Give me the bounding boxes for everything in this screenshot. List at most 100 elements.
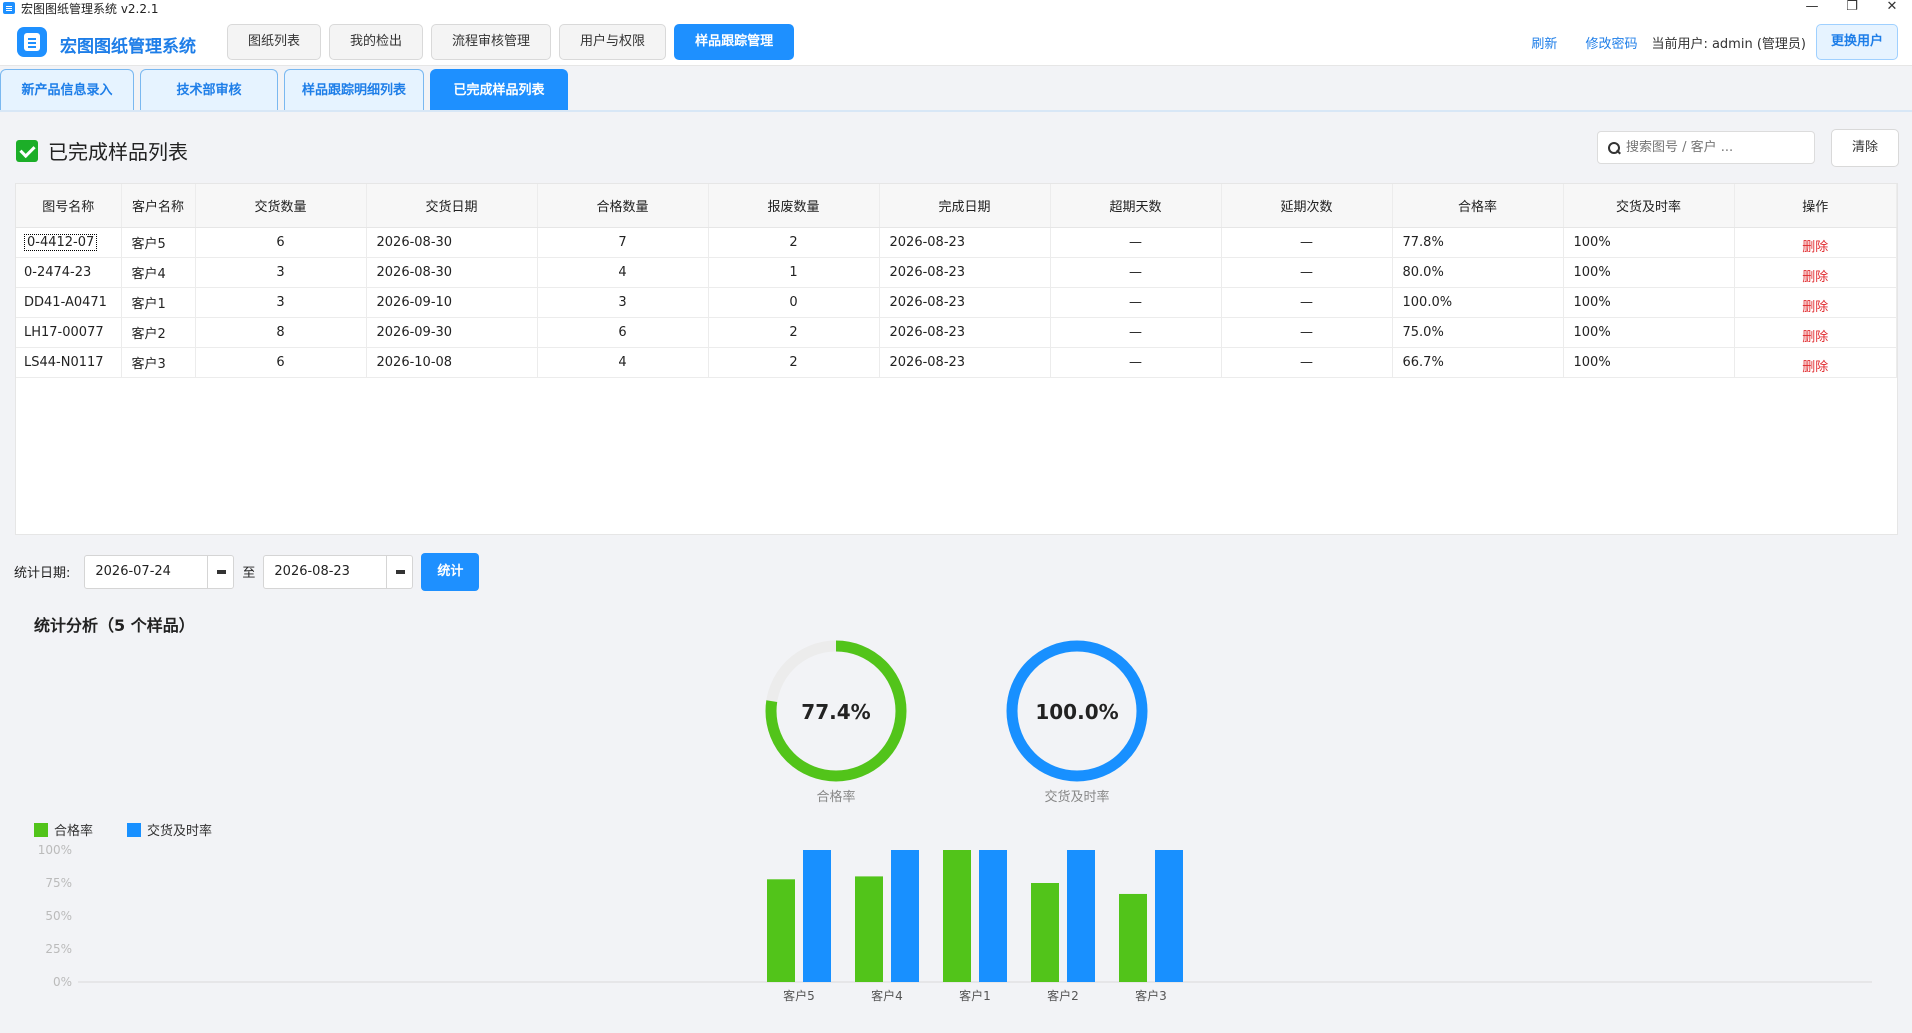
cell-qualified-qty: 4 [537,257,709,288]
delete-link[interactable]: 删除 [1734,257,1897,288]
pass-rate-value: 77.4% [801,700,871,724]
delete-link[interactable]: 删除 [1734,317,1897,348]
col-pass-rate[interactable]: 合格率 [1392,184,1564,228]
cell-pass-rate: 100.0% [1392,287,1564,318]
nav-workflow-review[interactable]: 流程审核管理 [431,24,552,60]
col-customer[interactable]: 客户名称 [121,184,196,228]
refresh-link[interactable]: 刷新 [1531,36,1558,52]
compute-stats-button[interactable]: 统计 [421,552,480,591]
ontime-rate-donut: 100.0% 交货及时率 [1004,638,1150,808]
sub-tabs: 新产品信息录入 技术部审核 样品跟踪明细列表 已完成样品列表 [0,69,568,111]
cell-drawing-name[interactable]: 0-4412-07 [16,227,122,258]
cell-ontime-rate: 100% [1563,257,1735,288]
col-overdue-days[interactable]: 超期天数 [1050,184,1222,228]
cell-scrap-qty: 0 [708,287,880,318]
cell-pass-rate: 77.8% [1392,227,1564,258]
table-row[interactable]: 0-2474-23 客户4 3 2026-08-30 4 1 2026-08-2… [16,257,1897,288]
bar-pass-rate [1119,893,1147,982]
x-tick-label: 客户1 [959,988,991,1003]
change-password-link[interactable]: 修改密码 [1585,36,1638,52]
cell-overdue-days: — [1050,257,1222,288]
cell-extension-count: — [1221,227,1393,258]
cell-completion-date: 2026-08-23 [879,317,1051,348]
cell-customer: 客户4 [121,257,196,288]
completed-samples-table: 图号名称 客户名称 交货数量 交货日期 合格数量 报废数量 完成日期 超期天数 … [15,183,1898,535]
restore-icon[interactable]: ❐ [1846,0,1858,14]
cell-delivery-qty: 6 [195,227,367,258]
nav-sample-tracking[interactable]: 样品跟踪管理 [674,24,795,60]
table-row[interactable]: 0-4412-07 客户5 6 2026-08-30 7 2 2026-08-2… [16,227,1897,258]
cell-completion-date: 2026-08-23 [879,257,1051,288]
nav-users-permissions[interactable]: 用户与权限 [559,24,667,60]
tab-tech-review[interactable]: 技术部审核 [140,69,278,111]
subtab-divider [0,110,1912,112]
cell-delivery-qty: 3 [195,287,367,318]
search-box[interactable] [1597,131,1815,164]
cell-extension-count: — [1221,347,1393,378]
y-tick-label: 0% [53,975,72,989]
clear-button[interactable]: 清除 [1831,129,1899,167]
col-completion-date[interactable]: 完成日期 [879,184,1051,228]
legend-swatch [34,822,48,837]
cell-extension-count: — [1221,317,1393,348]
cell-customer: 客户1 [121,287,196,318]
stats-date-row: 统计日期: 2026-07-24 至 2026-08-23 统计 [14,552,480,591]
minimize-icon[interactable]: — [1805,0,1819,14]
tab-completed-samples[interactable]: 已完成样品列表 [430,69,568,111]
customer-bar-chart: 100% 75% 50% 25% 0% 客户5 客户4 客户1 客户2 客户3 [38,843,1872,1003]
col-extension-count[interactable]: 延期次数 [1221,184,1393,228]
col-qualified-qty[interactable]: 合格数量 [537,184,709,228]
calendar-icon[interactable] [207,555,233,588]
bar-pass-rate [767,879,795,982]
bar-pass-rate [855,876,883,982]
col-scrap-qty[interactable]: 报废数量 [708,184,880,228]
top-nav: 图纸列表 我的检出 流程审核管理 用户与权限 样品跟踪管理 [227,24,795,60]
cell-ontime-rate: 100% [1563,287,1735,318]
cell-pass-rate: 75.0% [1392,317,1564,348]
cell-overdue-days: — [1050,347,1222,378]
legend-item: 合格率 [34,820,93,839]
delete-link[interactable]: 删除 [1734,287,1897,318]
nav-my-checkouts[interactable]: 我的检出 [329,24,424,60]
cell-overdue-days: — [1050,317,1222,348]
cell-delivery-date: 2026-09-10 [366,287,538,318]
cell-drawing-name: 0-2474-23 [16,257,122,288]
close-icon[interactable]: ✕ [1886,0,1898,14]
bar-ontime-rate [803,850,831,982]
cell-delivery-date: 2026-08-30 [366,227,538,258]
start-date-value: 2026-07-24 [95,564,171,579]
cell-scrap-qty: 2 [708,347,880,378]
bar-ontime-rate [1155,850,1183,982]
col-ontime-rate[interactable]: 交货及时率 [1563,184,1735,228]
y-tick-label: 50% [45,909,72,923]
legend-label: 交货及时率 [147,824,213,839]
delete-link[interactable]: 删除 [1734,227,1897,258]
tab-sample-tracking-detail[interactable]: 样品跟踪明细列表 [284,69,424,111]
window-title: 宏图图纸管理系统 v2.2.1 [21,1,159,16]
calendar-icon[interactable] [386,555,412,588]
cell-pass-rate: 80.0% [1392,257,1564,288]
cell-delivery-date: 2026-08-30 [366,257,538,288]
table-row[interactable]: LS44-N0117 客户3 6 2026-10-08 4 2 2026-08-… [16,347,1897,378]
start-date-picker[interactable]: 2026-07-24 [84,554,235,589]
end-date-picker[interactable]: 2026-08-23 [263,554,414,589]
x-tick-label: 客户2 [1047,988,1079,1003]
col-actions[interactable]: 操作 [1734,184,1897,228]
cell-completion-date: 2026-08-23 [879,347,1051,378]
switch-user-button[interactable]: 更换用户 [1815,24,1898,60]
cell-drawing-name: LH17-00077 [16,317,122,348]
table-row[interactable]: DD41-A0471 客户1 3 2026-09-10 3 0 2026-08-… [16,287,1897,318]
date-to-label: 至 [242,566,256,581]
col-drawing-name[interactable]: 图号名称 [16,184,122,228]
cell-extension-count: — [1221,257,1393,288]
nav-drawing-list[interactable]: 图纸列表 [227,24,322,60]
col-delivery-qty[interactable]: 交货数量 [195,184,367,228]
tab-new-product-entry[interactable]: 新产品信息录入 [0,69,134,111]
table-row[interactable]: LH17-00077 客户2 8 2026-09-30 6 2 2026-08-… [16,317,1897,348]
search-input[interactable] [1626,140,1796,155]
section-header: 已完成样品列表 [16,136,188,165]
brand-title: 宏图图纸管理系统 [60,37,196,57]
chart-legend: 合格率 交货及时率 [34,820,246,839]
delete-link[interactable]: 删除 [1734,347,1897,378]
col-delivery-date[interactable]: 交货日期 [366,184,538,228]
